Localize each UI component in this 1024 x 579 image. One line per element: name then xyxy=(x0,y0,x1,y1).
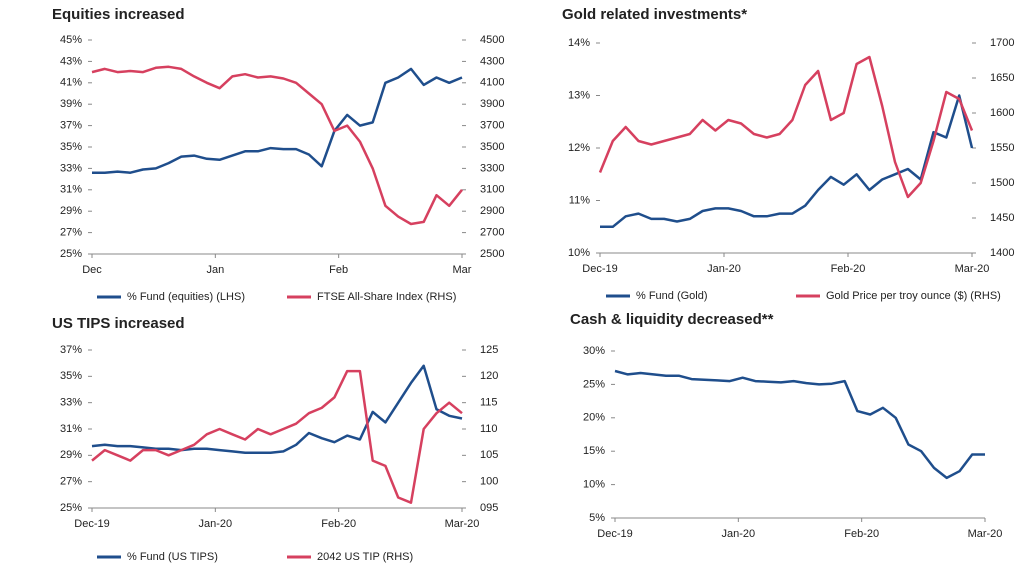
legend-label: % Fund (Gold) xyxy=(636,290,708,302)
series-line xyxy=(614,369,985,480)
x-tick-label: Jan xyxy=(206,264,224,276)
y-tick-label: 37% xyxy=(60,120,82,132)
y2-tick-label: 2700 xyxy=(480,227,504,239)
x-tick-label: Mar xyxy=(453,264,472,276)
chart-title: Gold related investments* xyxy=(562,6,747,23)
y2-tick-label: 095 xyxy=(480,502,498,514)
y2-tick-label: 1450 xyxy=(990,212,1014,224)
y-tick-label: 39% xyxy=(60,98,82,110)
y-tick-label: 31% xyxy=(60,423,82,435)
y2-tick-label: 120 xyxy=(480,370,498,382)
y-tick-label: 30% xyxy=(583,345,605,357)
x-tick-label: Mar-20 xyxy=(445,518,480,530)
y-tick-label: 11% xyxy=(569,194,590,206)
y-tick-label: 20% xyxy=(583,412,605,424)
x-tick-label: Jan-20 xyxy=(722,528,756,540)
y-tick-label: 25% xyxy=(60,248,82,260)
chart-title: Equities increased xyxy=(52,6,185,23)
y2-tick-label: 1500 xyxy=(990,177,1014,189)
y-tick-label: 15% xyxy=(583,445,605,457)
y2-tick-label: 3700 xyxy=(480,120,504,132)
y2-tick-label: 100 xyxy=(480,476,498,488)
y2-tick-label: 110 xyxy=(480,423,498,435)
y2-tick-label: 125 xyxy=(480,344,498,356)
y2-tick-label: 1550 xyxy=(990,142,1014,154)
y2-tick-label: 105 xyxy=(480,449,498,461)
x-tick-label: Mar-20 xyxy=(968,528,1003,540)
y-tick-label: 25% xyxy=(583,378,605,390)
y-tick-label: 33% xyxy=(60,397,82,409)
y-tick-label: 35% xyxy=(60,141,82,153)
y-tick-label: 27% xyxy=(60,476,82,488)
y2-tick-label: 2900 xyxy=(480,205,504,217)
y2-tick-label: 3500 xyxy=(480,141,504,153)
y2-tick-label: 4500 xyxy=(480,34,504,46)
y2-tick-label: 4300 xyxy=(480,55,504,67)
y-tick-label: 33% xyxy=(60,162,82,174)
series-line xyxy=(598,55,974,199)
x-tick-label: Dec-19 xyxy=(582,263,617,275)
y-tick-label: 41% xyxy=(60,77,82,89)
y-tick-label: 14% xyxy=(568,37,590,49)
chart-title: US TIPS increased xyxy=(52,315,185,332)
y-tick-label: 13% xyxy=(568,89,590,101)
y2-tick-label: 1650 xyxy=(990,72,1014,84)
y2-tick-label: 2500 xyxy=(480,248,504,260)
y-tick-label: 31% xyxy=(60,184,82,196)
y-tick-label: 27% xyxy=(60,227,82,239)
legend-label: % Fund (US TIPS) xyxy=(127,551,218,563)
legend-label: 2042 US TIP (RHS) xyxy=(317,551,413,563)
x-tick-label: Dec-19 xyxy=(597,528,632,540)
y-tick-label: 29% xyxy=(60,449,82,461)
y-tick-label: 37% xyxy=(60,344,82,356)
y2-tick-label: 3900 xyxy=(480,98,504,110)
y-tick-label: 43% xyxy=(60,55,82,67)
y-tick-label: 25% xyxy=(60,502,82,514)
series-line xyxy=(92,67,463,174)
x-tick-label: Jan-20 xyxy=(707,263,741,275)
legend-label: Gold Price per troy ounce ($) (RHS) xyxy=(826,290,1001,302)
chart-title: Cash & liquidity decreased** xyxy=(570,311,774,328)
x-tick-label: Feb-20 xyxy=(844,528,879,540)
y2-tick-label: 115 xyxy=(480,397,498,409)
y-tick-label: 35% xyxy=(60,370,82,382)
y2-tick-label: 4100 xyxy=(480,77,504,89)
y-tick-label: 45% xyxy=(60,34,82,46)
x-tick-label: Mar-20 xyxy=(955,263,990,275)
legend-label: % Fund (equities) (LHS) xyxy=(127,291,245,303)
y2-tick-label: 1600 xyxy=(990,107,1014,119)
series-line xyxy=(600,94,974,229)
x-tick-label: Jan-20 xyxy=(199,518,233,530)
y-tick-label: 10% xyxy=(568,247,590,259)
x-tick-label: Feb xyxy=(329,264,348,276)
x-tick-label: Feb-20 xyxy=(321,518,356,530)
y-tick-label: 10% xyxy=(583,479,605,491)
y-tick-label: 29% xyxy=(60,205,82,217)
series-line xyxy=(91,369,463,504)
y-tick-label: 5% xyxy=(589,512,605,524)
legend-label: FTSE All-Share Index (RHS) xyxy=(317,291,456,303)
y-tick-label: 12% xyxy=(568,142,590,154)
series-line xyxy=(91,65,463,226)
y2-tick-label: 3300 xyxy=(480,162,504,174)
x-tick-label: Feb-20 xyxy=(831,263,866,275)
y2-tick-label: 1700 xyxy=(990,37,1014,49)
y2-tick-label: 1400 xyxy=(990,247,1014,259)
x-tick-label: Dec-19 xyxy=(74,518,109,530)
series-line xyxy=(91,364,463,454)
y2-tick-label: 3100 xyxy=(480,184,504,196)
x-tick-label: Dec xyxy=(82,264,102,276)
